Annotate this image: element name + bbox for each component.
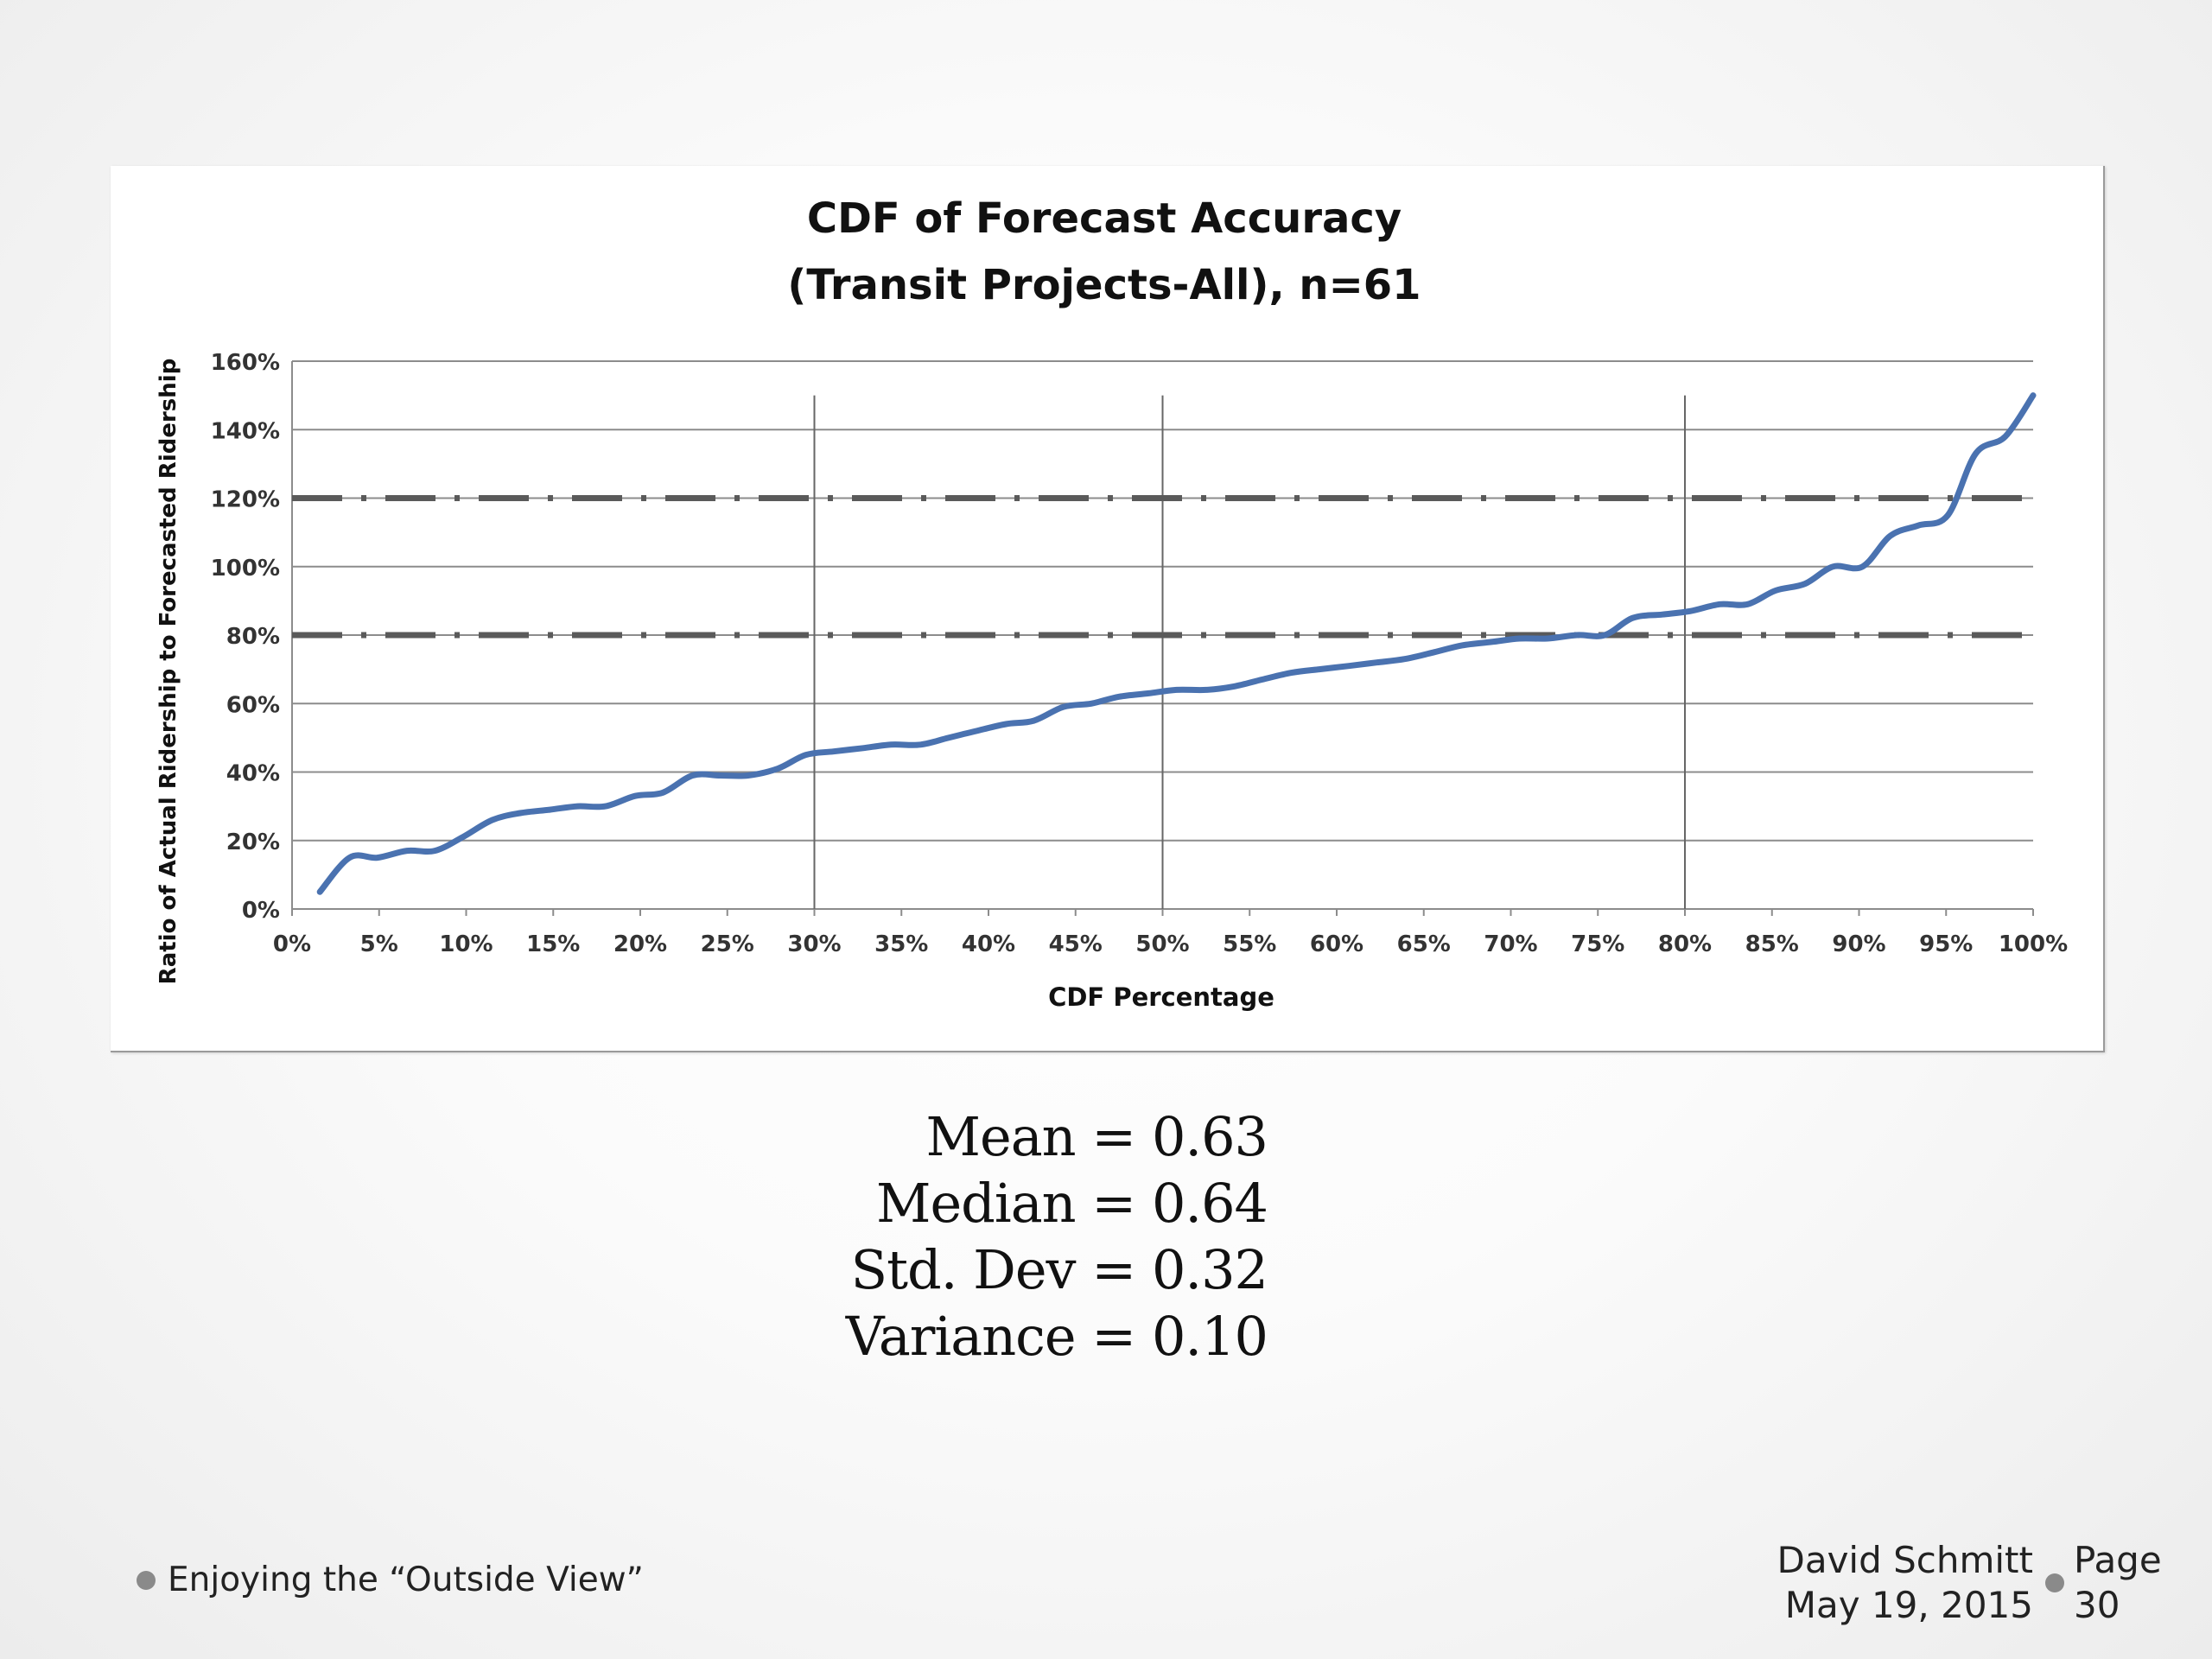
x-axis-title: CDF Percentage	[1048, 982, 1274, 1012]
x-tick-label: 50%	[1135, 931, 1189, 957]
x-tick-label: 55%	[1223, 931, 1276, 957]
footer-page-block: Page 30	[2074, 1538, 2162, 1628]
stat-mean: Mean = 0.63	[925, 1105, 1268, 1168]
x-tick-label: 65%	[1397, 931, 1451, 957]
y-tick-label: 0%	[242, 898, 280, 924]
y-tick-label: 20%	[226, 830, 280, 855]
footer-author-block: David Schmitt May 19, 2015	[1777, 1538, 2033, 1628]
y-tick-label: 160%	[211, 350, 280, 376]
page-number: 30	[2074, 1584, 2120, 1626]
y-tick-label: 60%	[226, 692, 280, 718]
presentation-title: Enjoying the “Outside View”	[168, 1560, 644, 1599]
cdf-chart: CDF of Forecast Accuracy (Transit Project…	[156, 194, 2068, 1012]
y-tick-label: 140%	[211, 418, 280, 444]
y-tick-label: 120%	[211, 487, 280, 513]
stat-median: Median = 0.64	[876, 1172, 1268, 1235]
y-tick-label: 40%	[226, 761, 280, 787]
chart-title-line: CDF of Forecast Accuracy	[807, 194, 1402, 243]
stat-std-dev: Std. Dev = 0.32	[850, 1238, 1268, 1301]
x-tick-label: 10%	[439, 931, 493, 957]
x-tick-label: 40%	[962, 931, 1015, 957]
x-tick-label: 30%	[787, 931, 841, 957]
x-tick-label: 70%	[1484, 931, 1537, 957]
x-tick-label: 5%	[360, 931, 398, 957]
x-tick-label: 80%	[1658, 931, 1712, 957]
x-tick-label: 20%	[613, 931, 667, 957]
chart-title-line: (Transit Projects-All), n=61	[787, 261, 1421, 309]
bullet-icon	[2045, 1573, 2064, 1592]
bullet-icon	[137, 1570, 156, 1590]
y-tick-label: 100%	[211, 556, 280, 582]
footer-presentation-title: Enjoying the “Outside View”	[137, 1560, 644, 1599]
cdf-series-line	[316, 392, 2037, 895]
stat-variance: Variance = 0.10	[845, 1305, 1268, 1368]
x-tick-label: 25%	[701, 931, 754, 957]
presentation-date: May 19, 2015	[1784, 1584, 2033, 1626]
summary-statistics: Mean = 0.63 Median = 0.64 Std. Dev = 0.3…	[0, 1103, 1268, 1370]
x-tick-label: 85%	[1745, 931, 1799, 957]
chart-panel: CDF of Forecast Accuracy (Transit Project…	[111, 166, 2105, 1052]
x-tick-label: 60%	[1310, 931, 1363, 957]
page-label: Page	[2074, 1539, 2162, 1581]
x-tick-label: 100%	[1999, 931, 2068, 957]
x-tick-label: 0%	[273, 931, 311, 957]
x-tick-label: 35%	[874, 931, 928, 957]
x-tick-label: 75%	[1571, 931, 1624, 957]
x-tick-label: 90%	[1832, 931, 1885, 957]
y-tick-label: 80%	[226, 624, 280, 650]
y-axis-title: Ratio of Actual Ridership to Forecasted …	[156, 359, 181, 985]
x-tick-label: 15%	[526, 931, 580, 957]
x-tick-label: 45%	[1049, 931, 1103, 957]
x-tick-label: 95%	[1919, 931, 1973, 957]
author-name: David Schmitt	[1777, 1539, 2033, 1581]
